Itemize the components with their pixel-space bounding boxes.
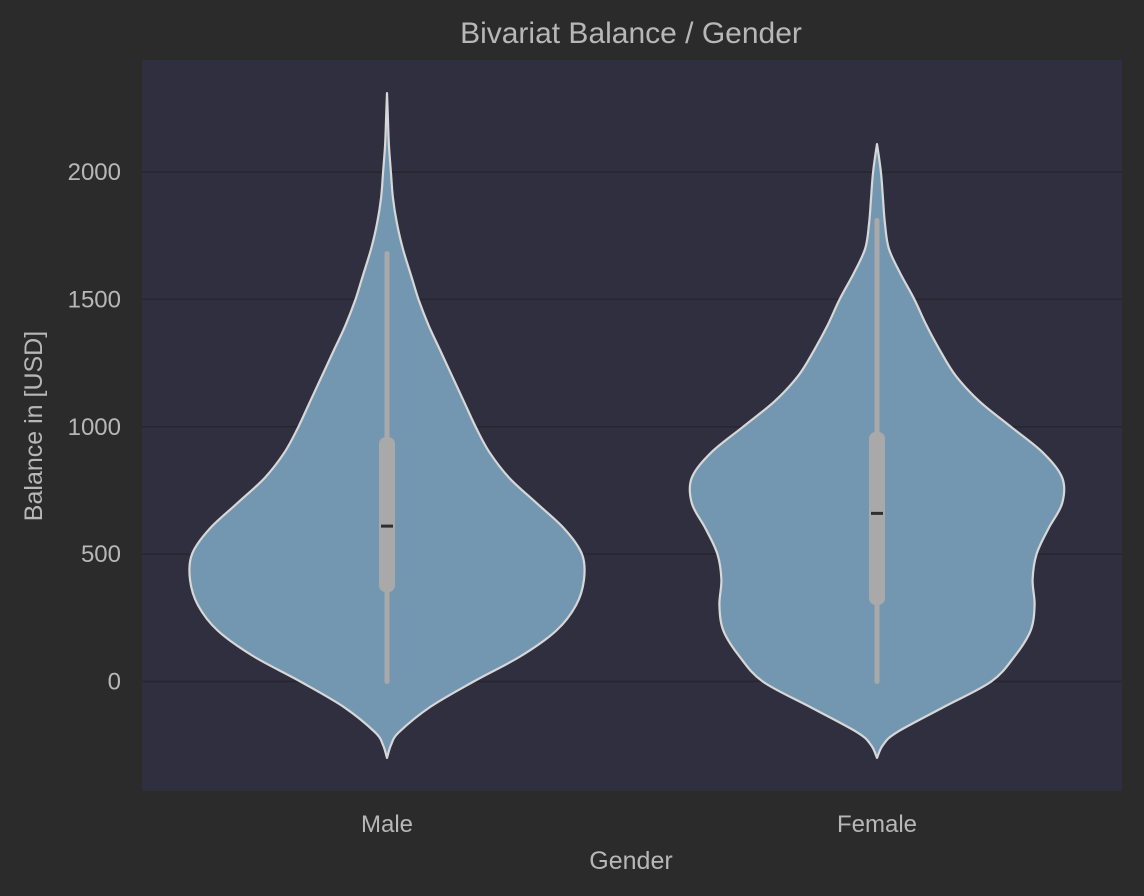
iqr-box	[869, 431, 885, 606]
violins	[188, 92, 1066, 759]
y-tick-label: 1500	[68, 286, 121, 313]
y-axis-label: Balance in [USD]	[20, 331, 48, 521]
y-tick-label: 500	[81, 541, 121, 568]
x-tick-labels: Male Female	[361, 811, 917, 838]
iqr-box	[379, 436, 395, 593]
y-tick-label: 0	[108, 668, 121, 695]
y-tick-label: 2000	[68, 159, 121, 186]
y-tick-label: 1000	[68, 414, 121, 441]
x-tick-label: Female	[837, 811, 917, 838]
violin-female	[688, 143, 1066, 759]
x-tick-label: Male	[361, 811, 413, 838]
x-axis-label: Gender	[589, 847, 672, 875]
chart-title: Bivariat Balance / Gender	[460, 17, 802, 50]
violin-male	[188, 92, 586, 759]
y-tick-labels: 0 500 1000 1500 2000	[68, 159, 121, 695]
